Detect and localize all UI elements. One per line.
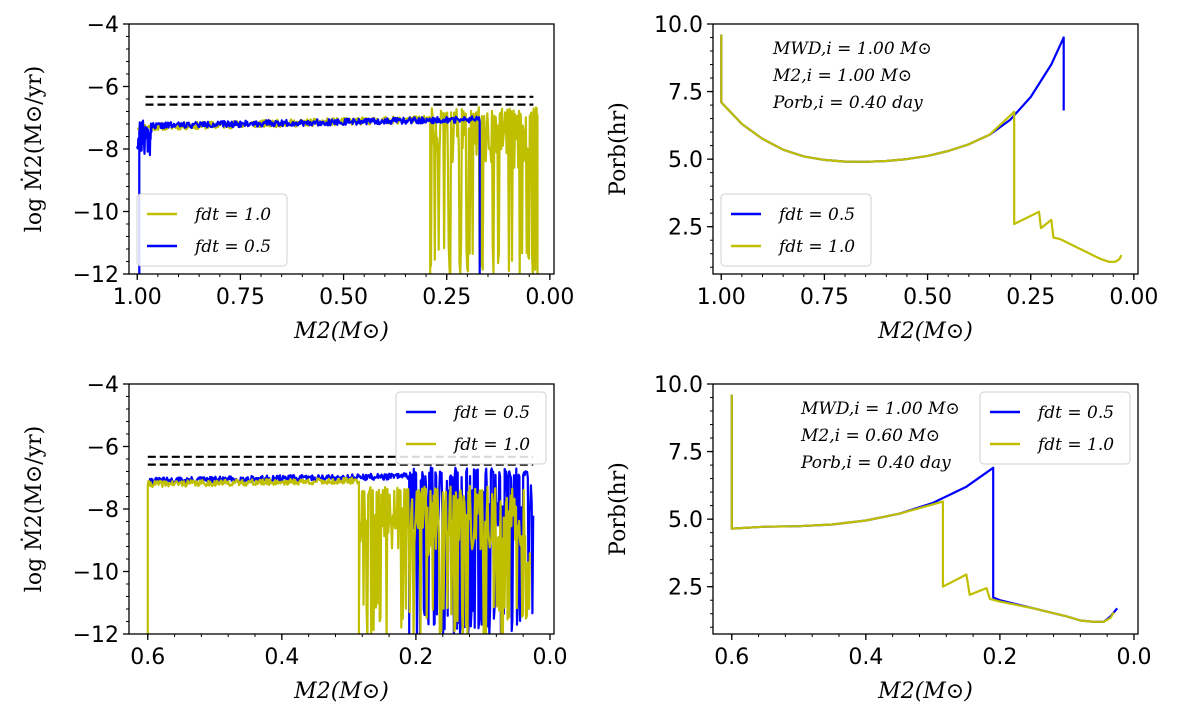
x-axis-label: M2(M⊙): [293, 319, 389, 344]
y-tick-label: −4: [87, 13, 119, 38]
x-tick-label: 0.25: [1006, 285, 1055, 310]
legend-entry: fdt = 0.5: [193, 237, 271, 257]
legend-entry: fdt = 1.0: [193, 205, 271, 225]
legend-entry: fdt = 0.5: [777, 205, 855, 225]
parameter-annotation: M2,i = 1.00 M⊙: [772, 66, 912, 86]
panel-bottom-left: 0.6 0.4 0.2 0.0 −12 −10 −8 −6 −4 M2(M⊙) log Ṁ2(M⊙/…: [20, 373, 567, 704]
legend-entry: fdt = 0.5: [452, 403, 530, 423]
series-line-1: [136, 106, 539, 274]
y-tick-label: 7.5: [668, 441, 703, 466]
x-tick-label: 0.50: [903, 285, 952, 310]
y-tick-label: 10.0: [654, 373, 703, 398]
legend: fdt = 0.5 fdt = 1.0: [979, 391, 1131, 465]
x-tick-label: 0.4: [848, 645, 883, 670]
y-tick-label: −8: [87, 138, 119, 163]
x-tick-label: 1.00: [697, 285, 746, 310]
legend-box: [720, 193, 872, 267]
plot-area: [730, 394, 1119, 623]
parameter-annotation: Porb,i = 0.40 day: [772, 93, 923, 113]
x-tick-label: 0.6: [130, 645, 165, 670]
legend: fdt = 0.5 fdt = 1.0: [720, 193, 872, 267]
x-tick-label: 1.00: [113, 285, 162, 310]
panel-bottom-right: 0.6 0.4 0.2 0.0 2.5 5.0 7.5 10.0 M2(M⊙) Porb(hr) M…: [606, 373, 1151, 704]
legend-entry: fdt = 1.0: [452, 435, 530, 455]
x-tick-label: 0.0: [1116, 645, 1151, 670]
legend-entry: fdt = 1.0: [777, 237, 855, 257]
parameter-annotation: MWD,i = 1.00 M⊙: [772, 39, 932, 59]
y-tick-label: −12: [73, 263, 119, 288]
x-tick-label: 0.75: [800, 285, 849, 310]
y-tick-label: 5.0: [668, 148, 703, 173]
legend-box: [979, 391, 1131, 465]
y-axis-label: log Ṁ2(M⊙/yr): [20, 426, 47, 592]
parameter-annotation: MWD,i = 1.00 M⊙: [800, 399, 960, 419]
x-axis-label: M2(M⊙): [293, 679, 389, 704]
y-tick-label: −6: [87, 76, 119, 101]
y-tick-label: 2.5: [668, 216, 703, 241]
panel-top-right: 1.00 0.75 0.50 0.25 0.00 2.5 5.0 7.5 10.0 M2(M⊙) P…: [606, 13, 1158, 344]
y-tick-label: 2.5: [668, 576, 703, 601]
legend-box: [395, 391, 547, 465]
axes-frame: [712, 383, 1139, 635]
legend-box: [136, 193, 288, 267]
y-tick-label: 10.0: [654, 13, 703, 38]
x-tick-label: 0.00: [1109, 285, 1158, 310]
y-tick-label: 7.5: [668, 81, 703, 106]
x-tick-label: 0.50: [319, 285, 368, 310]
x-tick-label: 0.6: [714, 645, 749, 670]
x-tick-label: 0.25: [422, 285, 471, 310]
x-tick-label: 0.0: [532, 645, 567, 670]
x-axis-label: M2(M⊙): [877, 679, 973, 704]
y-axis-label: Porb(hr): [606, 102, 631, 196]
x-tick-label: 0.2: [982, 645, 1017, 670]
y-tick-label: 5.0: [668, 508, 703, 533]
series-line-2: [730, 394, 1115, 623]
legend-entry: fdt = 0.5: [1036, 403, 1114, 423]
x-tick-label: 0.4: [264, 645, 299, 670]
series-line-2: [146, 476, 531, 634]
panel-top-left: 1.00 0.75 0.50 0.25 0.00 −12 −10 −8 −6 −4 M2(M⊙) lo…: [20, 13, 574, 344]
legend: fdt = 0.5 fdt = 1.0: [395, 391, 547, 465]
x-tick-label: 0.00: [525, 285, 574, 310]
y-tick-label: −12: [73, 623, 119, 648]
x-axis-label: M2(M⊙): [877, 319, 973, 344]
series-line-2: [720, 34, 1123, 263]
axes-frame: [712, 23, 1139, 275]
y-tick-label: −4: [87, 373, 119, 398]
y-axis-label: Porb(hr): [606, 462, 631, 556]
y-tick-label: −6: [87, 436, 119, 461]
x-tick-label: 0.75: [216, 285, 265, 310]
plot-area: [146, 455, 535, 634]
plot-area: [720, 34, 1123, 263]
y-tick-label: −10: [73, 561, 119, 586]
parameter-annotation: Porb,i = 0.40 day: [800, 453, 951, 473]
y-tick-label: −10: [73, 201, 119, 226]
legend: fdt = 1.0 fdt = 0.5: [136, 193, 288, 267]
x-tick-label: 0.2: [398, 645, 433, 670]
legend-entry: fdt = 1.0: [1036, 435, 1114, 455]
y-tick-label: −8: [87, 498, 119, 523]
y-axis-label: log Ṁ2(M⊙/yr): [20, 66, 47, 232]
parameter-annotation: M2,i = 0.60 M⊙: [800, 426, 940, 446]
